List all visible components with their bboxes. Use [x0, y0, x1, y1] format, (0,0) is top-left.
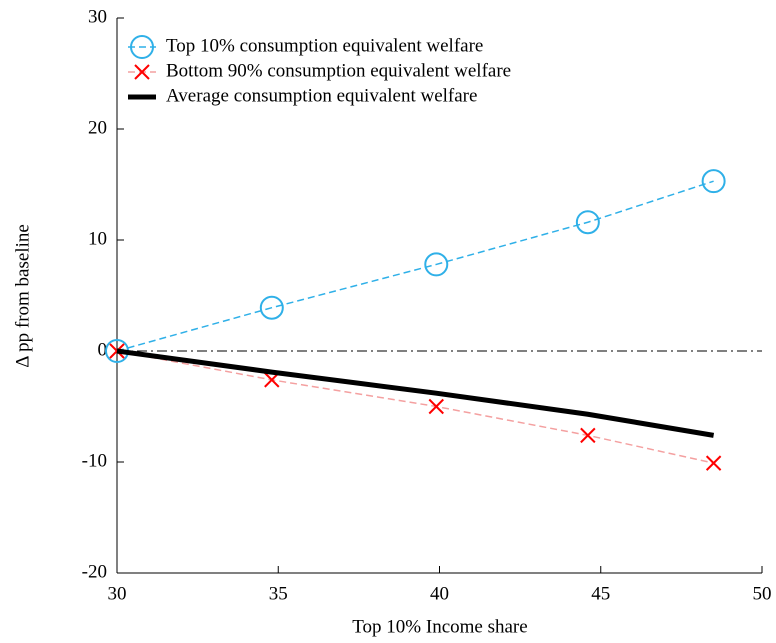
y-tick-label: 0 [98, 339, 108, 360]
data-point [259, 295, 284, 320]
x-axis-label: Top 10% Income share [352, 616, 527, 637]
y-tick-label: -20 [82, 561, 107, 582]
series-line [116, 350, 714, 464]
data-point [428, 398, 444, 415]
legend-label: Bottom 90% consumption equivalent welfar… [166, 60, 511, 81]
y-axis-label: Δ pp from baseline [12, 224, 33, 368]
series-line [116, 180, 714, 352]
x-tick-label: 30 [108, 583, 127, 604]
x-tick-label: 50 [753, 583, 772, 604]
y-tick-label: 20 [88, 117, 107, 138]
legend-label: Top 10% consumption equivalent welfare [166, 35, 483, 56]
data-point [705, 455, 722, 471]
data-point [424, 252, 449, 277]
data-point [575, 210, 600, 235]
x-tick-label: 35 [269, 583, 288, 604]
series-line [116, 348, 715, 438]
legend-marker [130, 35, 154, 59]
y-tick-label: 10 [88, 228, 107, 249]
x-tick-label: 40 [430, 583, 449, 604]
data-point [580, 427, 596, 444]
legend-marker [134, 64, 150, 80]
y-tick-label: 30 [88, 6, 107, 27]
x-tick-label: 45 [591, 583, 610, 604]
data-point [701, 169, 726, 194]
y-tick-label: -10 [82, 450, 107, 471]
legend-label: Average consumption equivalent welfare [166, 85, 477, 106]
